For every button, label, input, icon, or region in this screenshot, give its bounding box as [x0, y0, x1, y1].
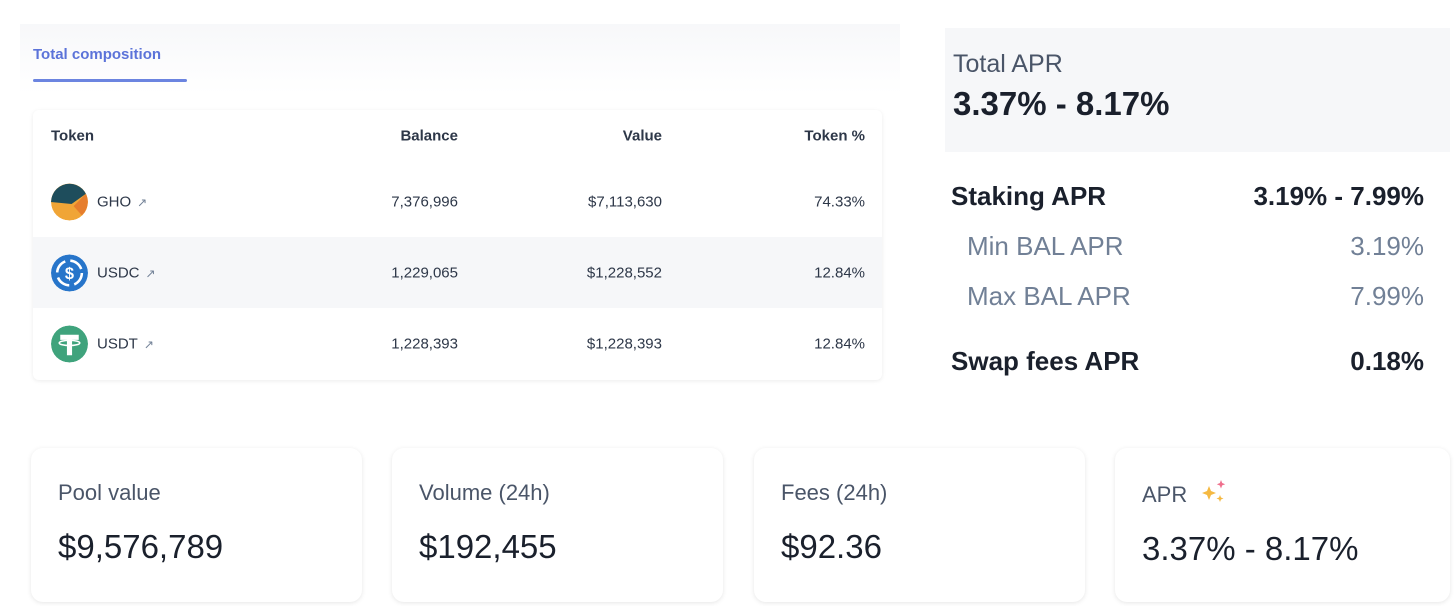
- stat-label: APR: [1142, 482, 1188, 507]
- external-link-icon: ↗: [145, 266, 156, 280]
- value: $7,113,630: [588, 193, 662, 210]
- stat-label: Fees (24h): [781, 480, 888, 505]
- balance: 7,376,996: [391, 193, 458, 210]
- apr-breakdown-panel: Total APR 3.37% - 8.17% Staking APR 3.19%…: [945, 28, 1450, 398]
- stat-card-volume: Volume (24h) $192,455: [392, 448, 723, 602]
- table-row: $ USDC ↗ 1,229,065 $1,228,552 12.84%: [33, 237, 882, 308]
- stat-card-fees: Fees (24h) $92.36: [754, 448, 1085, 602]
- stat-card-pool-value: Pool value $9,576,789: [31, 448, 362, 602]
- stat-label-wrap: APR: [1142, 480, 1423, 508]
- label: Min BAL APR: [967, 231, 1124, 261]
- header-balance: Balance: [400, 127, 458, 145]
- value: 3.19% - 7.99%: [1253, 181, 1424, 211]
- table-header: Token Balance Value Token %: [33, 110, 882, 162]
- stat-value: $192,455: [419, 528, 557, 565]
- token-link-gho[interactable]: GHO ↗: [97, 193, 148, 210]
- swap-fees-apr-row: Swap fees APR 0.18%: [951, 346, 1424, 377]
- balance: 1,229,065: [391, 264, 458, 281]
- label: Staking APR: [951, 181, 1107, 211]
- label: Swap fees APR: [951, 346, 1140, 376]
- external-link-icon: ↗: [137, 195, 148, 209]
- usdt-icon: [51, 325, 88, 362]
- svg-text:$: $: [65, 265, 74, 283]
- external-link-icon: ↗: [143, 337, 154, 351]
- total-apr-header: Total APR 3.37% - 8.17%: [945, 28, 1450, 152]
- stat-label: Volume (24h): [419, 480, 550, 505]
- value: 7.99%: [1350, 281, 1424, 311]
- label: Max BAL APR: [967, 281, 1131, 311]
- sparkles-icon[interactable]: [1201, 480, 1229, 506]
- usdc-icon: $: [51, 254, 88, 291]
- max-bal-apr-row: Max BAL APR 7.99%: [951, 281, 1424, 312]
- value: 3.19%: [1350, 231, 1424, 261]
- token-pct: 12.84%: [814, 335, 865, 352]
- header-value: Value: [622, 127, 662, 145]
- table-row: USDT ↗ 1,228,393 $1,228,393 12.84%: [33, 308, 882, 379]
- token-link-usdt[interactable]: USDT ↗: [97, 335, 154, 352]
- min-bal-apr-row: Min BAL APR 3.19%: [951, 231, 1424, 262]
- value: $1,228,552: [586, 264, 662, 281]
- header-token: Token: [51, 127, 95, 145]
- table-row: GHO ↗ 7,376,996 $7,113,630 74.33%: [33, 166, 882, 237]
- stat-value: 3.37% - 8.17%: [1142, 530, 1359, 567]
- value: $1,228,393: [586, 335, 662, 352]
- active-tab-indicator: [33, 79, 187, 82]
- value: 0.18%: [1350, 346, 1424, 376]
- staking-apr-row: Staking APR 3.19% - 7.99%: [951, 181, 1424, 212]
- tab-total-composition[interactable]: Total composition: [33, 46, 162, 63]
- token-pct: 12.84%: [814, 264, 865, 281]
- tab-bar: [20, 24, 900, 94]
- stat-value: $9,576,789: [58, 528, 224, 565]
- gho-icon: [51, 183, 88, 220]
- balance: 1,228,393: [391, 335, 458, 352]
- total-apr-value: 3.37% - 8.17%: [953, 85, 1170, 122]
- composition-table: Token Balance Value Token % GHO ↗ 7,376,9…: [33, 110, 882, 380]
- header-token-pct: Token %: [804, 127, 865, 145]
- token-pct: 74.33%: [814, 193, 865, 210]
- stat-label: Pool value: [58, 480, 161, 505]
- stat-card-apr: APR 3.37% - 8.17%: [1115, 448, 1450, 602]
- token-link-usdc[interactable]: USDC ↗: [97, 264, 156, 281]
- total-apr-label: Total APR: [953, 50, 1063, 78]
- stat-value: $92.36: [781, 528, 882, 565]
